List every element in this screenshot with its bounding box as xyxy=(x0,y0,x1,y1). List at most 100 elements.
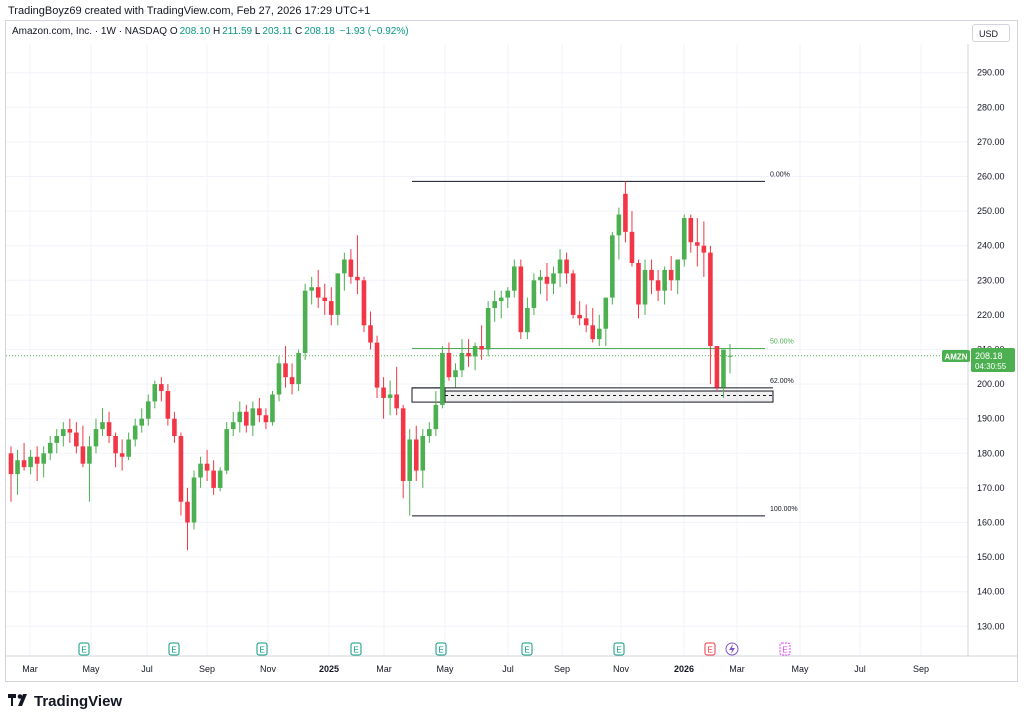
low-value: 203.11 xyxy=(262,26,293,37)
y-tick-label: 220.00 xyxy=(977,310,1005,320)
x-tick-label: Sep xyxy=(554,664,570,674)
candle-body xyxy=(453,370,458,378)
earnings-marker: E xyxy=(78,642,90,656)
candle-body xyxy=(322,297,328,302)
candle-body xyxy=(106,422,112,436)
candle-body xyxy=(60,429,66,436)
candle-body xyxy=(459,352,465,371)
x-tick-label: Sep xyxy=(913,664,929,674)
candle-body xyxy=(557,259,563,274)
candle-body xyxy=(564,259,569,274)
candle-body xyxy=(590,325,596,340)
candle-body xyxy=(655,280,661,291)
y-tick-label: 170.00 xyxy=(977,483,1005,493)
candle-body xyxy=(714,346,720,388)
y-tick-label: 130.00 xyxy=(977,621,1005,631)
earnings-marker: E xyxy=(435,642,447,656)
fib-label: 50.00% xyxy=(770,338,794,345)
x-tick-label: Mar xyxy=(729,664,745,674)
candle-body xyxy=(662,269,667,291)
close-value: 208.18 xyxy=(304,26,335,37)
price-badge-price: 208.18 xyxy=(975,351,1003,361)
candle-body xyxy=(152,384,158,402)
open-value: 208.10 xyxy=(179,26,211,37)
currency-button[interactable]: USD xyxy=(972,24,1010,42)
symbol-legend: Amazon.com, Inc. · 1W · NASDAQ O 208.10 H… xyxy=(12,26,409,37)
earnings-marker-label: E xyxy=(782,646,787,655)
candle-body xyxy=(629,231,635,263)
candle-body xyxy=(348,259,354,277)
earnings-marker-label: E xyxy=(81,646,86,655)
candle-body xyxy=(413,439,419,471)
x-tick-label: 2025 xyxy=(319,664,339,674)
candle-body xyxy=(695,242,700,246)
x-tick-label: Jul xyxy=(854,664,866,674)
candle-body xyxy=(675,259,681,281)
candle-body xyxy=(636,263,641,305)
candle-body xyxy=(185,501,190,523)
earnings-marker: E xyxy=(350,642,362,656)
candle-body xyxy=(283,363,288,378)
x-tick-label: May xyxy=(436,664,454,674)
y-tick-label: 160.00 xyxy=(977,518,1005,528)
candle-body xyxy=(610,235,615,298)
earnings-marker: E xyxy=(613,642,625,656)
candle-body xyxy=(204,463,210,471)
candle-body xyxy=(681,218,687,260)
candle-body xyxy=(577,314,582,319)
earnings-marker-box xyxy=(350,642,362,656)
candle-body xyxy=(355,276,360,281)
y-tick-label: 230.00 xyxy=(977,275,1005,285)
candle-body xyxy=(466,352,471,357)
candle-body xyxy=(67,429,73,433)
candle-body xyxy=(132,425,138,440)
candle-body xyxy=(701,245,707,253)
candle-body xyxy=(512,266,517,291)
change-value: −1.93 (−0.92%) xyxy=(339,26,409,37)
candle-body xyxy=(492,301,497,308)
candle-body xyxy=(87,446,92,464)
earnings-marker-box xyxy=(613,642,625,656)
earnings-marker: E xyxy=(521,642,533,656)
low-label: L xyxy=(254,26,261,37)
candle-body xyxy=(440,352,445,405)
candle-body xyxy=(498,297,504,302)
candle-body xyxy=(361,280,367,326)
y-tick-label: 280.00 xyxy=(977,102,1005,112)
price-badge-countdown: 04:30:55 xyxy=(975,362,1007,371)
chart-frame xyxy=(5,20,1018,682)
close-label: C xyxy=(295,26,303,37)
candle-body xyxy=(165,391,171,419)
y-tick-label: 240.00 xyxy=(977,241,1005,251)
earnings-marker: E xyxy=(256,642,268,656)
earnings-marker-box xyxy=(704,642,716,656)
candle-body xyxy=(191,477,197,523)
candle-body xyxy=(616,214,622,236)
candle-body xyxy=(603,297,609,329)
candle-body xyxy=(211,470,216,488)
candle-body xyxy=(100,422,105,430)
candle-body xyxy=(531,280,537,308)
candle-body xyxy=(727,355,733,357)
tradingview-logo[interactable]: TradingView xyxy=(8,693,122,710)
tradingview-logo-icon xyxy=(8,693,30,710)
candle-body xyxy=(257,408,262,416)
earnings-marker: E xyxy=(779,642,791,656)
candle-body xyxy=(178,436,184,502)
open-label: O xyxy=(169,26,178,37)
candle-body xyxy=(54,436,60,443)
price-badge: AMZN 208.18 04:30:55 xyxy=(942,348,1015,372)
earnings-marker: E xyxy=(168,642,180,656)
tradingview-logo-text: TradingView xyxy=(34,693,123,710)
candle-body xyxy=(296,352,301,385)
grid-layer xyxy=(6,44,968,656)
high-label: H xyxy=(212,26,221,37)
candle-body xyxy=(28,456,33,468)
candle-body xyxy=(119,453,125,457)
earnings-marker-label: E xyxy=(171,646,176,655)
x-tick-label: Nov xyxy=(613,664,630,674)
candle-body xyxy=(420,436,426,471)
candle-body xyxy=(518,266,524,333)
candle-body xyxy=(668,269,674,281)
